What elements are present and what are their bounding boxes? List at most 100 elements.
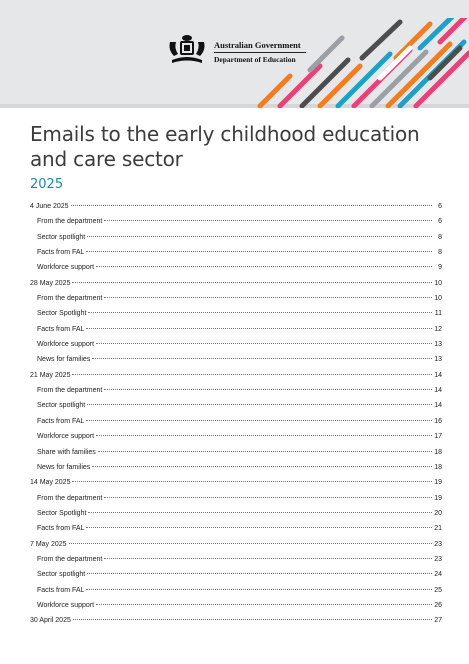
toc-dot-leader — [72, 619, 432, 621]
toc-dot-leader — [72, 373, 432, 375]
toc-entry[interactable]: From the department 14 — [30, 387, 442, 402]
toc-entry-label: Facts from FAL — [37, 525, 85, 533]
toc-entry-label: Facts from FAL — [37, 325, 85, 333]
toc-entry[interactable]: Facts from FAL 21 — [30, 525, 442, 540]
decorative-stripe — [413, 50, 469, 108]
toc-entry[interactable]: News for families 18 — [30, 464, 442, 479]
toc-entry-label: Facts from FAL — [37, 586, 85, 594]
toc-entry-page: 19 — [434, 479, 442, 487]
toc-entry-label: From the department — [37, 555, 103, 563]
toc-entry-page: 16 — [434, 417, 442, 425]
decorative-stripe — [307, 35, 345, 73]
toc-entry-page: 13 — [434, 341, 442, 349]
toc-entry[interactable]: 30 April 2025 27 — [30, 617, 442, 632]
toc-dot-leader — [86, 588, 432, 590]
toc-entry-page: 6 — [438, 203, 442, 210]
toc-entry-label: Sector Spotlight — [37, 310, 87, 318]
toc-entry-label: Sector spotlight — [37, 402, 86, 410]
toc-entry-page: 24 — [434, 571, 442, 579]
toc-entry[interactable]: 14 May 2025 19 — [30, 479, 442, 494]
toc-entry[interactable]: Sector spotlight 8 — [30, 234, 442, 249]
toc-dot-leader — [87, 235, 432, 237]
decorative-stripe — [317, 63, 363, 108]
toc-entry-label: Share with families — [37, 448, 96, 456]
decorative-stripe — [277, 63, 323, 108]
gov-rule — [214, 52, 306, 53]
toc-dot-leader — [86, 419, 432, 421]
toc-entry-label: 30 April 2025 — [30, 617, 71, 625]
toc-entry[interactable]: Sector Spotlight 11 — [30, 310, 442, 325]
government-logo-text: Australian Government Department of Educ… — [214, 40, 306, 64]
toc-dot-leader — [70, 205, 432, 206]
toc-entry-label: From the department — [37, 218, 103, 226]
toc-dot-leader — [104, 557, 432, 559]
toc-entry-page: 14 — [434, 387, 442, 395]
toc-entry[interactable]: Sector spotlight 14 — [30, 402, 442, 417]
toc-entry-page: 6 — [438, 218, 442, 226]
toc-entry-label: News for families — [37, 463, 91, 471]
toc-dot-leader — [72, 481, 432, 483]
toc-entry-page: 8 — [438, 249, 442, 257]
header-banner: Australian Government Department of Educ… — [0, 0, 469, 108]
toc-entry-page: 13 — [434, 356, 442, 364]
toc-entry[interactable]: From the department 19 — [30, 495, 442, 510]
toc-entry[interactable]: 4 June 2025 6 — [30, 203, 442, 218]
toc-entry-page: 10 — [434, 279, 442, 287]
toc-entry-page: 12 — [434, 325, 442, 333]
toc-entry[interactable]: Facts from FAL 25 — [30, 587, 442, 602]
toc-entry-label: 14 May 2025 — [30, 479, 71, 487]
document-title: Emails to the early childhood education … — [30, 122, 420, 171]
toc-entry-label: Facts from FAL — [37, 417, 85, 425]
toc-entry-page: 17 — [434, 433, 442, 441]
decorative-stripe — [369, 49, 429, 108]
toc-entry[interactable]: From the department 23 — [30, 556, 442, 571]
toc-entry[interactable]: From the department 6 — [30, 218, 442, 233]
toc-entry-label: From the department — [37, 387, 103, 395]
decorative-stripe — [437, 18, 468, 45]
toc-dot-leader — [87, 404, 432, 406]
toc-dot-leader — [104, 297, 432, 299]
toc-entry[interactable]: Workforce support 26 — [30, 602, 442, 617]
toc-entry-page: 21 — [434, 525, 442, 533]
banner-divider — [0, 104, 469, 108]
toc-entry[interactable]: Sector spotlight 24 — [30, 571, 442, 586]
toc-dot-leader — [88, 511, 432, 513]
toc-entry-label: Workforce support — [37, 433, 95, 441]
toc-entry[interactable]: Facts from FAL 8 — [30, 249, 442, 264]
toc-entry-page: 23 — [434, 555, 442, 563]
toc-dot-leader — [92, 358, 432, 360]
toc-entry[interactable]: Facts from FAL 12 — [30, 326, 442, 341]
toc-entry-label: Sector spotlight — [37, 571, 86, 579]
decorative-stripe — [299, 57, 351, 108]
decorative-stripe — [393, 21, 433, 61]
toc-dot-leader — [87, 573, 432, 575]
gov-line1: Australian Government — [214, 40, 301, 50]
toc-entry[interactable]: 7 May 2025 23 — [30, 541, 442, 556]
toc-dot-leader — [86, 327, 432, 329]
decorative-stripes — [257, 18, 469, 108]
toc-dot-leader — [92, 465, 432, 467]
toc-entry-label: News for families — [37, 356, 91, 364]
toc-entry[interactable]: Facts from FAL 16 — [30, 418, 442, 433]
decorative-stripe — [257, 73, 293, 108]
toc-entry[interactable]: News for families 13 — [30, 356, 442, 371]
toc-entry[interactable]: Share with families 18 — [30, 449, 442, 464]
toc-dot-leader — [86, 251, 432, 253]
toc-entry[interactable]: Workforce support 17 — [30, 433, 442, 448]
toc-entry[interactable]: 21 May 2025 14 — [30, 372, 442, 387]
toc-entry-page: 20 — [434, 509, 442, 517]
toc-entry[interactable]: 28 May 2025 10 — [30, 280, 442, 295]
section-year: 2025 — [30, 177, 64, 192]
decorative-stripe — [359, 19, 403, 61]
toc-entry-page: 26 — [434, 601, 442, 609]
toc-entry-label: Sector Spotlight — [37, 509, 87, 517]
toc-entry[interactable]: Sector Spotlight 20 — [30, 510, 442, 525]
toc-entry-label: From the department — [37, 494, 103, 502]
toc-entry-label: Workforce support — [37, 264, 95, 272]
toc-entry[interactable]: Workforce support 13 — [30, 341, 442, 356]
toc-entry-page: 25 — [434, 586, 442, 594]
toc-dot-leader — [72, 281, 432, 283]
toc-entry[interactable]: From the department 10 — [30, 295, 442, 310]
toc-entry-label: Workforce support — [37, 601, 95, 609]
toc-entry[interactable]: Workforce support 9 — [30, 264, 442, 279]
